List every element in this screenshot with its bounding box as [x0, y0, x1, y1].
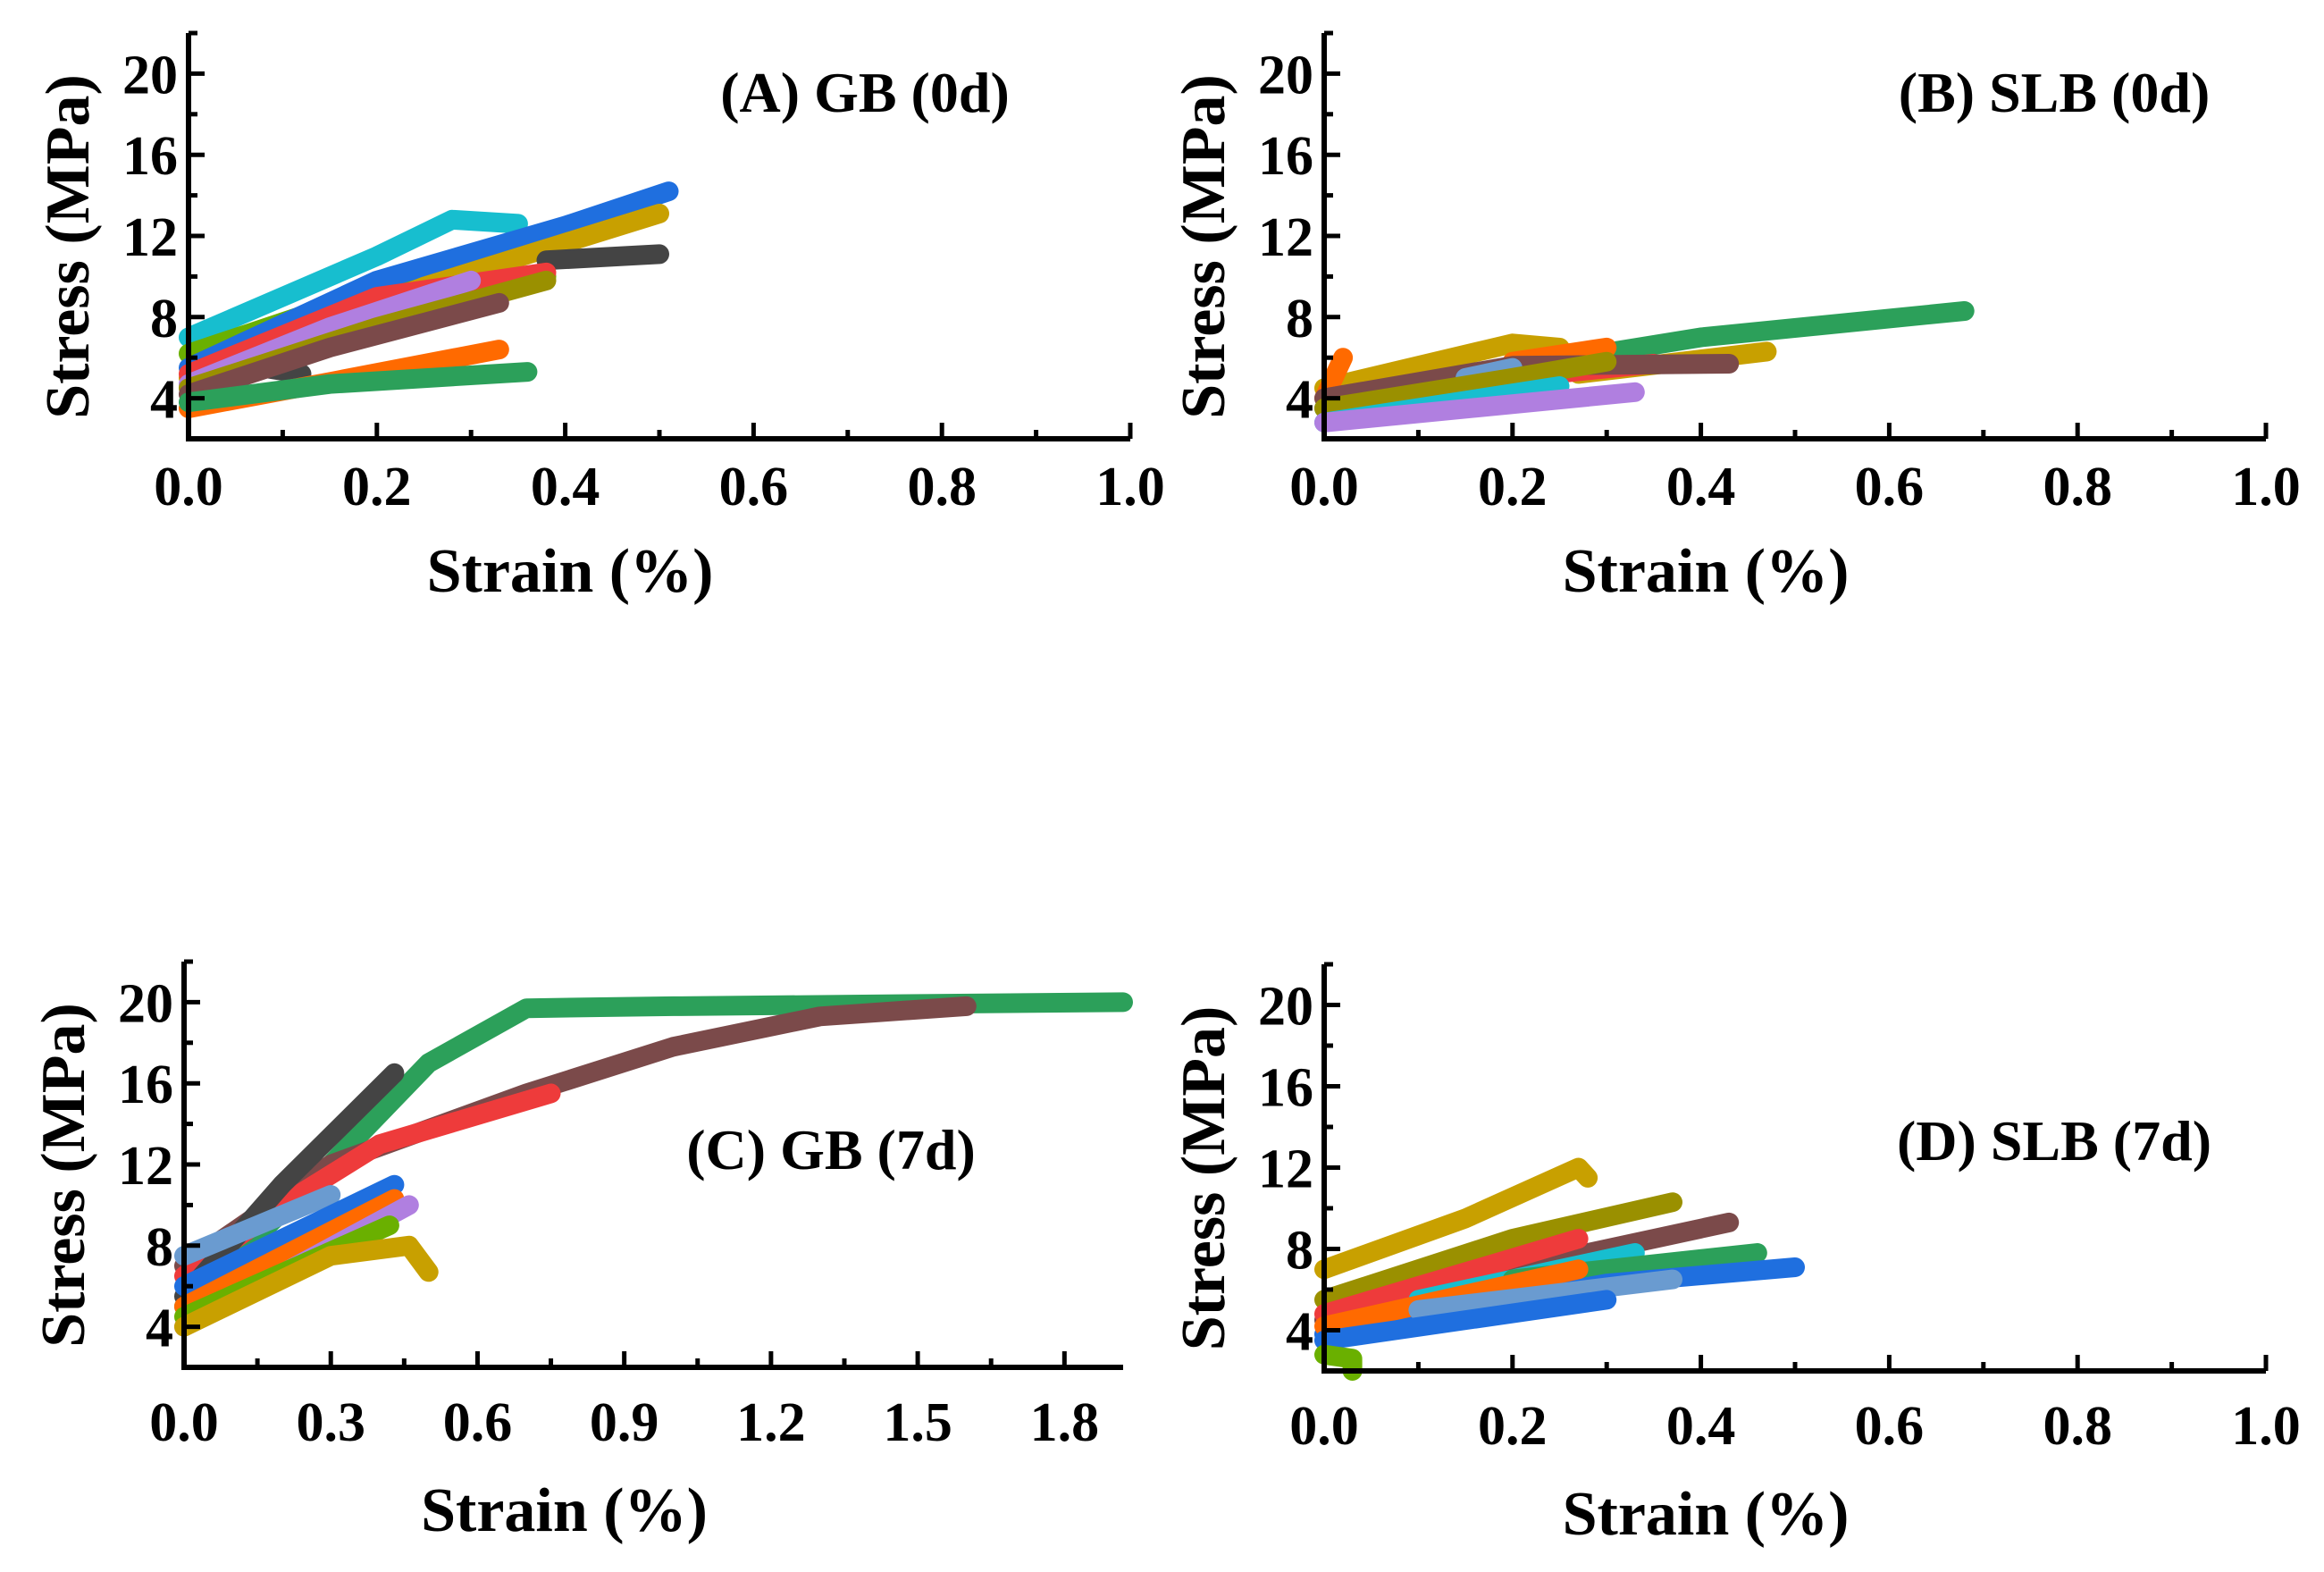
x-tick-label: 0.6: [719, 457, 789, 517]
series-line-6: [174, 1174, 405, 1297]
y-axis-title: Stress (MPa): [1170, 74, 1238, 419]
x-tick-label: 0.8: [907, 457, 977, 517]
y-tick-label: 20: [1258, 45, 1313, 105]
y-tick-label: 16: [1258, 1058, 1313, 1119]
x-tick-label: 0.0: [1289, 1396, 1359, 1457]
y-tick-label: 8: [146, 1217, 173, 1278]
y-tick-label: 16: [118, 1055, 173, 1115]
y-tick-label: 8: [1286, 289, 1313, 349]
x-tick-label: 1.8: [1030, 1392, 1100, 1453]
x-tick-label: 0.8: [2043, 457, 2112, 517]
chart-panel-a: 0.0 0.2 0.4 0.6 0.8 1.0 4 8 12 16 20 Strain (%) Stre…: [34, 30, 1165, 606]
x-tick-label: 1.5: [883, 1392, 952, 1453]
x-tick-label: 0.0: [154, 457, 223, 517]
y-tick-label: 4: [1286, 1302, 1313, 1363]
y-tick-label: 4: [1286, 370, 1313, 431]
series-line-10: [1314, 382, 1645, 433]
x-tick-label: 0.6: [443, 1392, 513, 1453]
panel-title: (B) SLB (0d): [1899, 61, 2211, 124]
y-tick-label: 4: [146, 1299, 173, 1359]
y-tick-label: 12: [1258, 207, 1313, 268]
series-line-4: [174, 1063, 405, 1307]
y-axis-title: Stress (MPa): [29, 1003, 98, 1348]
y-axis-title: Stress (MPa): [34, 74, 103, 419]
panel-title: (C) GB (7d): [686, 1118, 976, 1181]
series-line-9: [1408, 1269, 1682, 1320]
x-tick-label: 0.3: [296, 1392, 365, 1453]
x-axis-title: Strain (%): [1563, 1480, 1850, 1549]
series-line-11: [1314, 1344, 1363, 1381]
series-line-1: [1314, 1157, 1598, 1280]
chart-panel-b: 0.0 0.2 0.4 0.6 0.8 1.0 4 8 12 16 20 Strain (%) Stre…: [1170, 30, 2301, 606]
y-tick-label: 4: [150, 370, 178, 431]
chart-panel-c: 0.0 0.3 0.6 0.9 1.2 1.5 1.8 4 8 12 16 20 Strain (%) S…: [29, 959, 1133, 1545]
y-tick-label: 20: [122, 45, 178, 105]
x-tick-label: 0.2: [1478, 1396, 1548, 1457]
y-tick-label: 16: [1258, 126, 1313, 187]
x-tick-label: 0.2: [342, 457, 412, 517]
series-line-1: [179, 209, 528, 348]
series-line-8: [1314, 351, 1617, 418]
x-tick-label: 1.0: [2231, 457, 2301, 517]
series-line-5: [174, 1185, 341, 1266]
x-tick-label: 0.6: [1855, 1396, 1925, 1457]
x-tick-label: 0.0: [149, 1392, 219, 1453]
y-tick-label: 12: [122, 207, 178, 268]
y-axis-title: Stress (MPa): [1170, 1006, 1238, 1351]
x-tick-label: 1.0: [1095, 457, 1165, 517]
x-axis-title: Strain (%): [421, 1476, 708, 1545]
series-line-5: [536, 244, 669, 271]
x-tick-label: 0.9: [590, 1392, 659, 1453]
y-tick-label: 20: [118, 973, 173, 1034]
y-tick-label: 8: [150, 289, 178, 349]
panel-title: (D) SLB (7d): [1897, 1109, 2211, 1173]
x-tick-label: 1.0: [2231, 1396, 2301, 1457]
y-tick-label: 12: [118, 1136, 173, 1197]
series-line-3: [179, 181, 679, 378]
x-tick-label: 0.2: [1478, 457, 1548, 517]
series-line-10: [1314, 1290, 1617, 1350]
series-line-4: [1314, 1229, 1589, 1324]
y-tick-label: 8: [1286, 1221, 1313, 1282]
y-tick-label: 12: [1258, 1139, 1313, 1200]
x-tick-label: 0.4: [1666, 1396, 1736, 1457]
x-tick-label: 0.8: [2043, 1396, 2112, 1457]
series-line-10: [174, 1235, 439, 1337]
x-tick-label: 0.4: [1666, 457, 1736, 517]
series-line-10: [179, 292, 509, 405]
series-line-7: [174, 1189, 405, 1316]
x-tick-label: 1.2: [736, 1392, 806, 1453]
x-tick-label: 0.4: [531, 457, 600, 517]
x-tick-label: 0.0: [1289, 457, 1359, 517]
chart-panel-d: 0.0 0.2 0.4 0.6 0.8 1.0 4 8 12 16 20 Strain (%) Stre…: [1170, 962, 2301, 1549]
y-tick-label: 16: [122, 126, 178, 187]
series-line-2: [1314, 1192, 1682, 1310]
x-axis-title: Strain (%): [1563, 537, 1850, 606]
y-tick-label: 20: [1258, 977, 1313, 1038]
x-tick-label: 0.6: [1855, 457, 1925, 517]
series-line-12: [179, 362, 538, 413]
x-axis-title: Strain (%): [427, 537, 714, 606]
panel-title: (A) GB (0d): [720, 61, 1010, 124]
